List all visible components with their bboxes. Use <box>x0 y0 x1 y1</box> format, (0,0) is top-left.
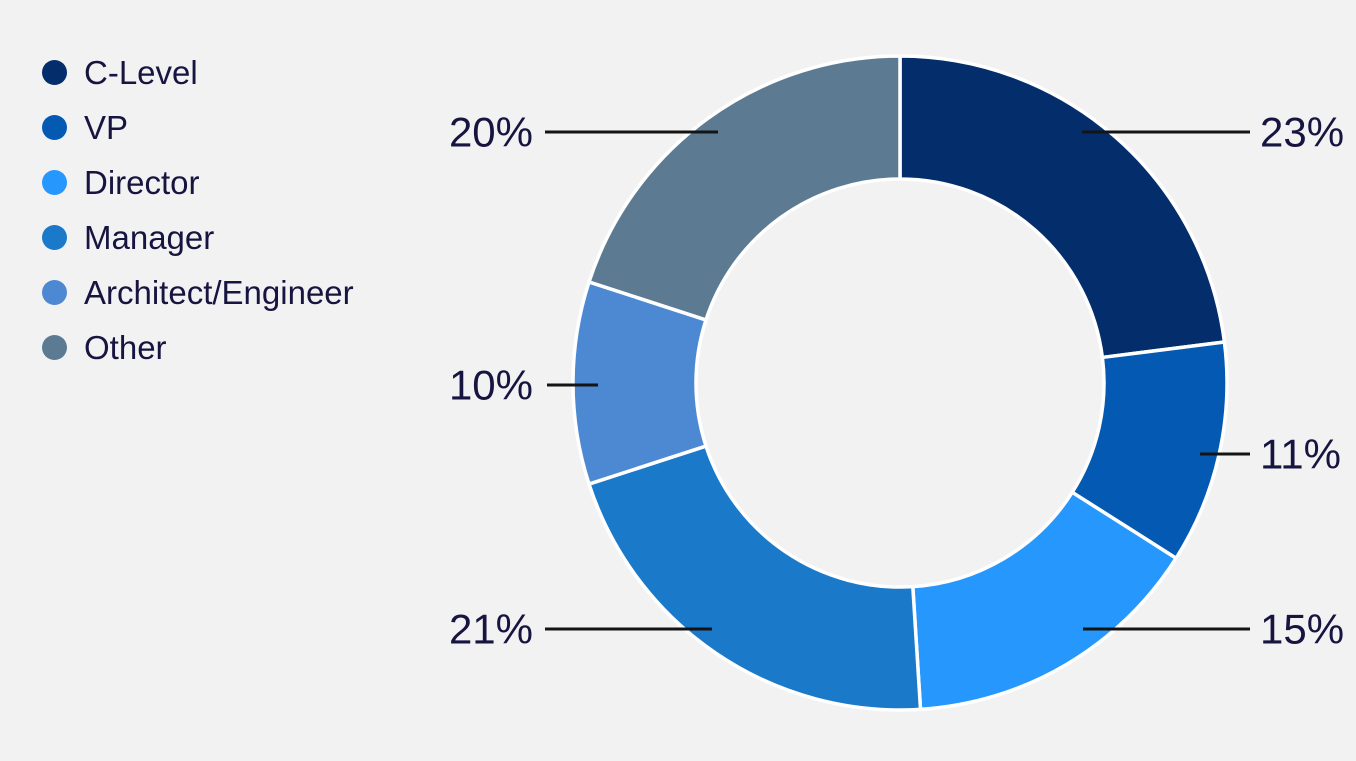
legend-item-c-level: C-Level <box>42 45 354 100</box>
legend-item-director: Director <box>42 155 354 210</box>
legend-item-manager: Manager <box>42 210 354 265</box>
value-label-vp: 11% <box>1260 431 1341 478</box>
legend-label: VP <box>84 109 129 146</box>
slice-c-level <box>898 54 1227 360</box>
value-label-architect-engineer: 10% <box>449 362 533 409</box>
slice-other <box>587 54 902 322</box>
value-label-other: 20% <box>449 109 533 156</box>
legend-label: Director <box>84 164 200 201</box>
value-label-c-level: 23% <box>1260 109 1344 156</box>
legend-swatch-icon <box>42 225 67 250</box>
value-label-director: 15% <box>1260 606 1344 653</box>
legend-label: Other <box>84 329 167 366</box>
value-label-manager: 21% <box>449 606 533 653</box>
legend-item-architect-engineer: Architect/Engineer <box>42 265 354 320</box>
legend-swatch-icon <box>42 335 67 360</box>
legend-swatch-icon <box>42 115 67 140</box>
legend-swatch-icon <box>42 170 67 195</box>
legend-label: Manager <box>84 219 215 256</box>
legend-swatch-icon <box>42 60 67 85</box>
chart-legend: C-Level VP Director Manager Architect/Engine… <box>42 45 354 375</box>
legend-swatch-icon <box>42 280 67 305</box>
legend-item-vp: VP <box>42 100 354 155</box>
legend-label: Architect/Engineer <box>84 274 354 311</box>
slice-manager <box>587 444 923 712</box>
legend-item-other: Other <box>42 320 354 375</box>
legend-label: C-Level <box>84 54 198 91</box>
